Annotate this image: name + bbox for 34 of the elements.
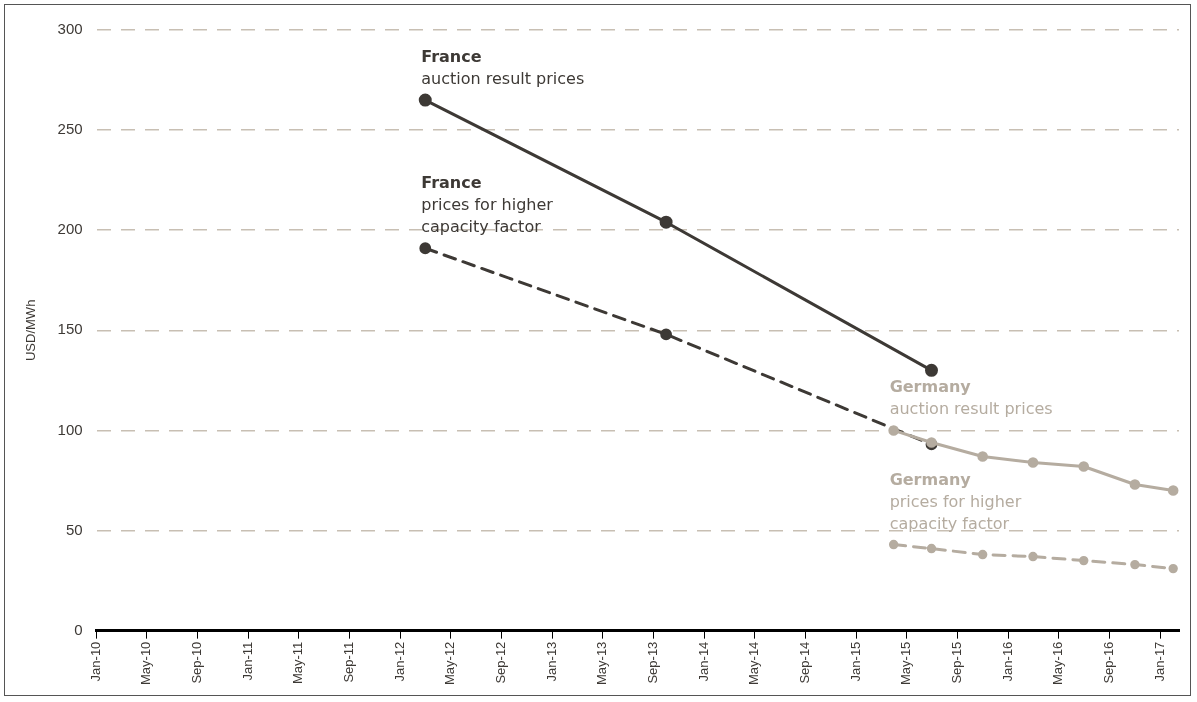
x-tick-label: May-12 — [442, 641, 458, 686]
x-tick-label: Sep-15 — [948, 641, 964, 684]
x-tick-label: Jan-10 — [88, 641, 104, 682]
x-tick-label: Jan-12 — [391, 641, 407, 682]
x-tick-label: Sep-11 — [341, 641, 357, 683]
x-tick-label: Sep-12 — [493, 641, 509, 684]
y-tick-label: 100 — [57, 420, 83, 438]
y-tick-label: 300 — [57, 20, 83, 38]
x-tick-label: May-15 — [897, 641, 913, 686]
x-tick-label: May-13 — [594, 641, 610, 686]
y-tick-label: 150 — [57, 320, 83, 338]
x-tick-label: Jan-11 — [240, 641, 256, 681]
x-tick-label: May-14 — [745, 641, 761, 686]
x-tick-label: Sep-14 — [797, 641, 813, 684]
series-label: France auction result prices — [421, 47, 585, 89]
x-tick-label: Sep-13 — [645, 641, 661, 684]
x-tick-label: Jan-15 — [847, 641, 863, 682]
x-tick-label: Sep-16 — [1101, 641, 1117, 684]
x-tick-label: May-10 — [138, 641, 154, 686]
y-tick-label: 250 — [57, 120, 83, 138]
y-tick-label: 0 — [74, 620, 83, 638]
series-label: France prices for higher capacity factor — [421, 173, 554, 237]
x-tick-label: May-16 — [1049, 641, 1065, 686]
series-label: Germany auction result prices — [889, 377, 1053, 419]
y-tick-label: 50 — [65, 520, 83, 538]
x-tick-label: Jan-13 — [544, 641, 560, 682]
x-tick-label: Sep-10 — [189, 641, 205, 684]
series-label: Germany prices for higher capacity factor — [889, 469, 1022, 533]
x-tick-label: Jan-14 — [695, 641, 711, 682]
x-tick-label: Jan-17 — [1151, 641, 1167, 682]
x-tick-label: May-11 — [289, 641, 305, 685]
y-tick-label: 200 — [57, 220, 83, 238]
x-tick-label: Jan-16 — [999, 641, 1015, 682]
y-axis-title: USD/MWh — [23, 299, 39, 362]
